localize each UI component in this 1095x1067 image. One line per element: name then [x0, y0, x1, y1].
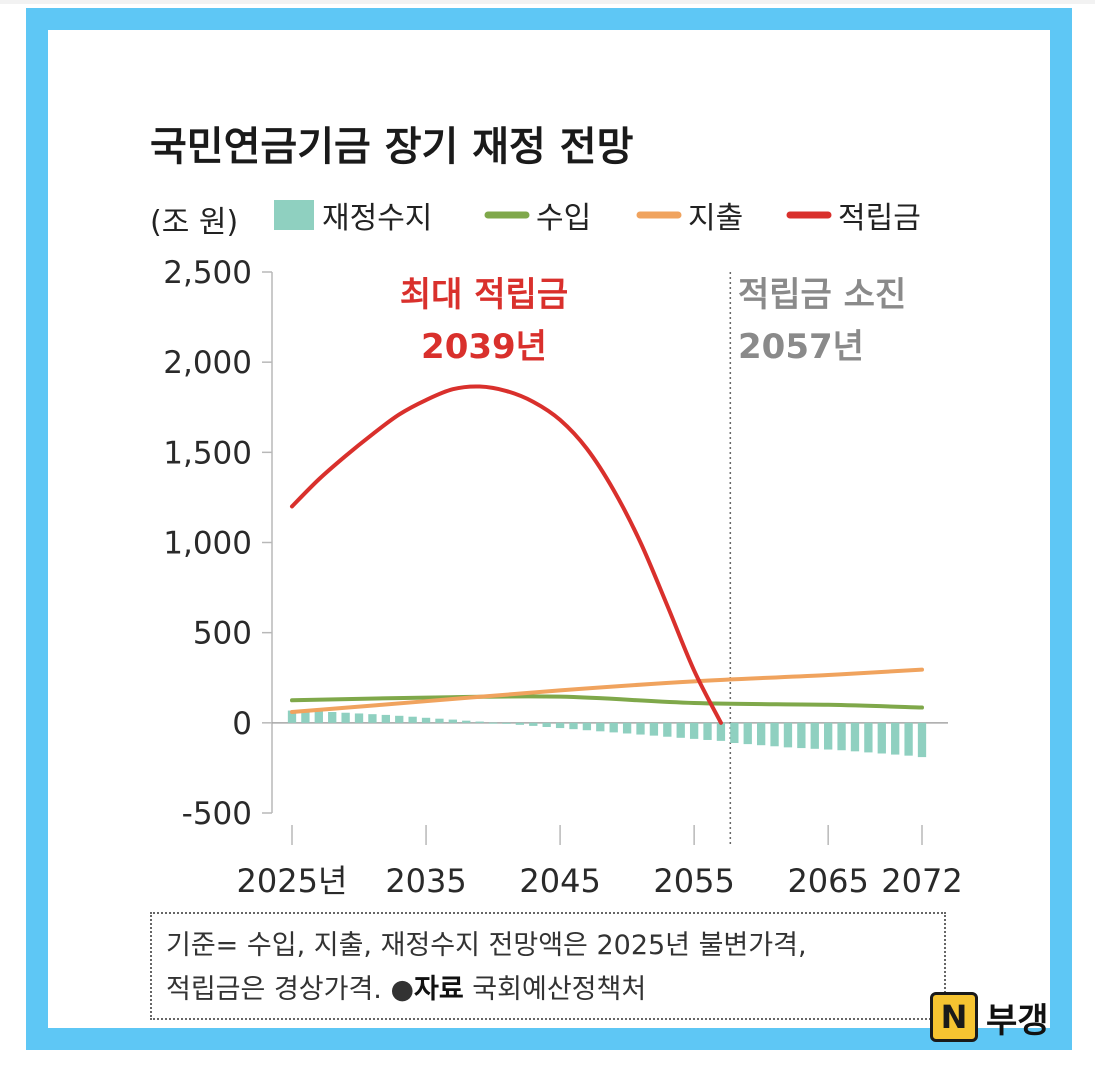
y-tick-label: 1,000	[163, 526, 252, 562]
balance-bar	[341, 712, 350, 723]
source-dot: ●	[390, 974, 415, 1005]
balance-bar	[515, 722, 525, 725]
balance-bar	[864, 722, 873, 753]
balance-bar	[582, 722, 592, 731]
source-label: 자료	[414, 974, 464, 1005]
balance-bar	[810, 722, 819, 749]
balance-bar	[462, 720, 471, 723]
publisher-name: 부갱	[986, 1000, 1049, 1041]
balance-bar	[676, 722, 685, 738]
balance-bar	[314, 711, 323, 723]
balance-bar	[797, 722, 806, 749]
balance-bar	[395, 715, 404, 723]
y-unit-label: (조 원)	[150, 205, 238, 240]
balance-bar	[824, 722, 833, 750]
balance-bar	[877, 722, 886, 754]
series-lines	[290, 384, 924, 725]
annotations: 최대 적립금 2039년 적립금 소진 2057년	[400, 275, 906, 367]
y-tick-label: 1,500	[163, 435, 252, 471]
balance-bar	[837, 722, 846, 751]
legend-label-3: 적립금	[838, 201, 921, 236]
balance-bar	[596, 722, 605, 732]
balance-bar	[663, 722, 672, 737]
source-name: 국회예산정책처	[463, 974, 647, 1005]
balance-bar	[609, 722, 618, 733]
y-tick-label: 2,000	[163, 345, 252, 381]
balance-bar	[636, 722, 645, 735]
axes: 2,500 2,000 1,500 1,000 500 0 -500 2025년 2035 204…	[163, 255, 962, 900]
publisher-badge: N 부갱	[930, 992, 1049, 1042]
balance-bar	[287, 710, 297, 723]
balance-bar	[555, 722, 565, 729]
balance-bar	[716, 722, 726, 741]
balance-bar	[904, 722, 913, 756]
balance-bar	[770, 722, 779, 747]
balance-bar	[622, 722, 632, 734]
balance-bar	[368, 714, 377, 723]
balance-bar	[529, 722, 538, 726]
legend-label-1: 수입	[536, 201, 591, 236]
max-reserve-label: 최대 적립금	[400, 275, 568, 315]
balance-bar	[569, 722, 578, 730]
x-tick-label: 2035	[385, 862, 466, 900]
balance-bar	[649, 722, 659, 736]
depletion-label: 적립금 소진	[738, 275, 906, 315]
balance-bar	[421, 717, 431, 723]
y-tick-label: 500	[193, 616, 252, 652]
balance-bar	[891, 722, 900, 755]
balance-bar	[502, 722, 511, 724]
balance-bar	[475, 721, 484, 723]
balance-bar	[301, 710, 310, 723]
chart-card	[48, 30, 1050, 1028]
x-tick-label: 2055	[653, 862, 734, 900]
footnote-text-a: 적립금은 경상가격.	[166, 974, 391, 1005]
x-tick-label: 2065	[787, 862, 868, 900]
legend-label-0: 재정수지	[322, 201, 432, 236]
legend-swatch-balance	[274, 200, 314, 230]
balance-bar	[488, 722, 498, 724]
balance-bar	[381, 714, 390, 723]
balance-bar	[783, 722, 793, 748]
revenue-line	[290, 694, 924, 710]
legend: 재정수지 수입 지출 적립금	[274, 200, 921, 236]
expenditure-line	[290, 667, 924, 715]
balance-bar	[756, 722, 766, 746]
balance-bar	[850, 722, 860, 752]
balance-bar	[689, 722, 699, 739]
y-tick-label: 0	[232, 706, 252, 742]
legend-label-2: 지출	[688, 201, 743, 236]
chart-title: 국민연금기금 장기 재정 전망	[150, 124, 634, 170]
y-tick-label: 2,500	[163, 255, 252, 291]
balance-bar	[917, 722, 927, 758]
balance-bar	[354, 713, 364, 723]
balance-bar	[408, 716, 417, 723]
x-tick-label: 2072	[881, 862, 962, 900]
y-tick-label: -500	[182, 796, 252, 832]
balance-bar	[435, 718, 444, 723]
balance-bar	[448, 719, 458, 723]
n-logo-icon: N	[930, 992, 978, 1042]
depletion-year: 2057년	[738, 327, 864, 367]
reserve-line	[290, 384, 723, 725]
footnote: 기준= 수입, 지출, 재정수지 전망액은 2025년 불변가격, 적립금은 경…	[150, 912, 946, 1020]
footnote-line-2: 적립금은 경상가격. ●자료 국회예산정책처	[166, 968, 930, 1012]
balance-bar	[328, 712, 337, 723]
balance-bar	[542, 722, 551, 727]
balance-bars	[287, 710, 927, 758]
x-tick-label: 2045	[519, 862, 600, 900]
top-divider	[0, 0, 1095, 4]
balance-bar	[703, 722, 712, 740]
x-tick-label: 2025년	[237, 862, 348, 900]
balance-bar	[743, 722, 752, 745]
footnote-line-1: 기준= 수입, 지출, 재정수지 전망액은 2025년 불변가격,	[166, 930, 807, 961]
max-reserve-year: 2039년	[421, 327, 547, 367]
balance-bar	[730, 722, 739, 744]
